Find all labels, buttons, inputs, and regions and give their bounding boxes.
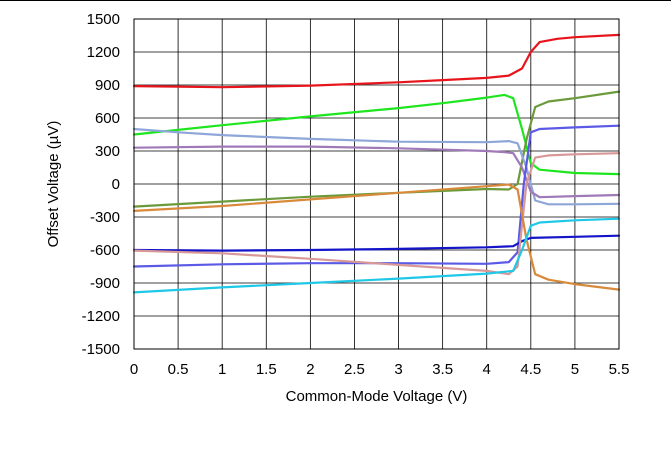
x-tick-label: 5.5 — [609, 361, 630, 378]
y-tick-label: 900 — [95, 77, 120, 94]
series-line-10 — [132, 217, 621, 294]
x-tick-label: 1.5 — [256, 361, 277, 378]
x-tick-label: 5 — [571, 361, 579, 378]
series-line-5 — [132, 145, 621, 199]
y-tick-label: 1200 — [87, 44, 120, 61]
y-tick-label: -900 — [90, 275, 120, 292]
y-tick-label: -1200 — [82, 308, 120, 325]
series-lines — [132, 33, 621, 294]
series-line-7 — [132, 234, 621, 252]
x-tick-label: 3 — [394, 361, 402, 378]
x-tick-label: 2 — [306, 361, 314, 378]
series-line-4 — [132, 127, 621, 206]
y-tick-labels: 1500 1200 900 600 300 0 -300 -600 -900 -1200 -1500 — [82, 11, 120, 358]
x-tick-label: 0.5 — [168, 361, 189, 378]
x-tick-labels: 0 0.5 1 1.5 2 2.5 3 3.5 4 4.5 5 5.5 — [130, 361, 630, 378]
series-line-1 — [132, 33, 621, 89]
y-tick-label: -1500 — [82, 341, 120, 358]
series-line-9 — [132, 183, 621, 291]
y-tick-label: -600 — [90, 242, 120, 259]
series-line-6 — [132, 124, 621, 268]
series-line-2 — [132, 93, 621, 176]
y-tick-label: 1500 — [87, 11, 120, 28]
x-tick-label: 2.5 — [344, 361, 365, 378]
x-tick-label: 3.5 — [432, 361, 453, 378]
x-tick-label: 4.5 — [520, 361, 541, 378]
x-axis-label: Common-Mode Voltage (V) — [286, 388, 468, 405]
y-tick-label: -300 — [90, 209, 120, 226]
top-border-line — [0, 0, 671, 1]
y-tick-label: 300 — [95, 143, 120, 160]
plot-frame — [133, 18, 620, 350]
x-tick-label: 4 — [483, 361, 491, 378]
y-axis-label: Offset Voltage (µV) — [45, 121, 62, 248]
y-tick-label: 0 — [112, 176, 120, 193]
y-tick-label: 600 — [95, 110, 120, 127]
x-tick-label: 1 — [218, 361, 226, 378]
x-tick-label: 0 — [130, 361, 138, 378]
